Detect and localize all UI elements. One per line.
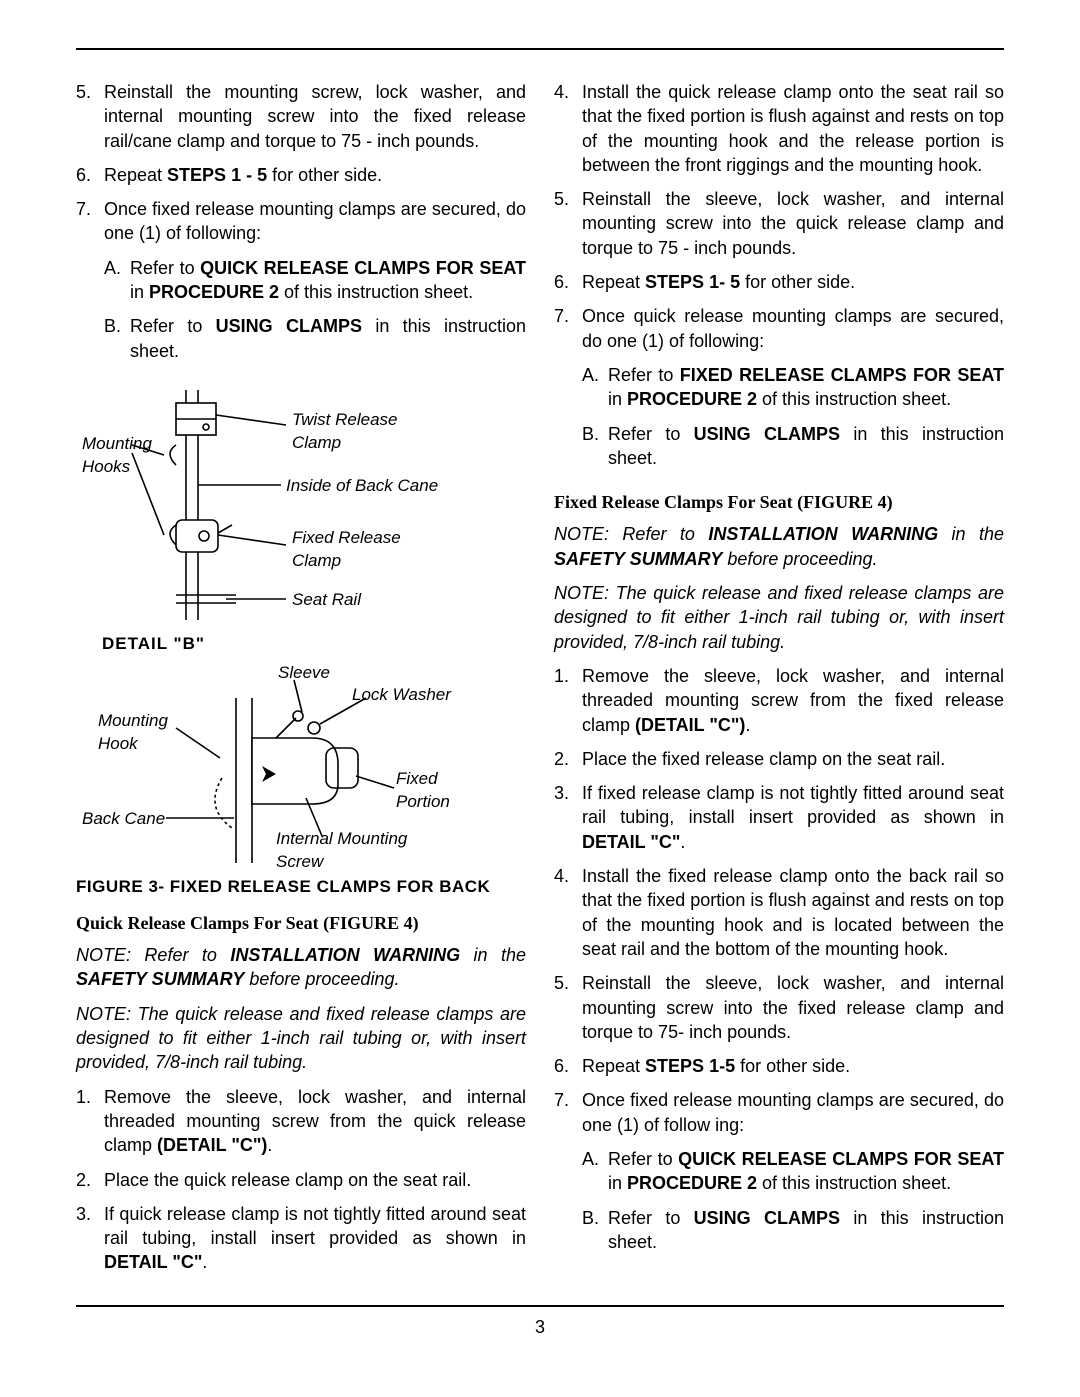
label-fixed-release: Fixed Release Clamp <box>292 527 401 573</box>
list-item: 1.Remove the sleeve, lock washer, and in… <box>76 1085 526 1158</box>
list-item: 4.Install the quick release clamp onto t… <box>554 80 1004 177</box>
list-item: B.Refer to USING CLAMPS in this instruct… <box>582 1206 1004 1255</box>
right-step-list-2: 1.Remove the sleeve, lock washer, and in… <box>554 664 1004 1264</box>
list-item: 7.Once fixed release mounting clamps are… <box>76 197 526 373</box>
two-column-layout: 5.Reinstall the mounting screw, lock was… <box>76 80 1004 1285</box>
list-item: B.Refer to USING CLAMPS in this instruct… <box>104 314 526 363</box>
left-note-1: NOTE: Refer to INSTALLATION WARNING in t… <box>76 943 526 992</box>
left-note-2: NOTE: The quick release and fixed releas… <box>76 1002 526 1075</box>
heading-quick-release-seat: Quick Release Clamps For Seat (FIGURE 4) <box>76 911 526 935</box>
detail-b-label: DETAIL "B" <box>102 633 526 656</box>
label-mounting-hook: Mounting Hook <box>98 710 168 756</box>
list-item: 3.If fixed release clamp is not tightly … <box>554 781 1004 854</box>
list-item: 3.If quick release clamp is not tightly … <box>76 1202 526 1275</box>
figure-3-bottom: Sleeve Lock Washer Mounting Hook Fixed P… <box>76 668 526 868</box>
list-item: 7.Once fixed release mounting clamps are… <box>554 1088 1004 1264</box>
list-item: 5.Reinstall the mounting screw, lock was… <box>76 80 526 153</box>
bottom-rule <box>76 1305 1004 1307</box>
label-mounting-hooks: Mounting Hooks <box>82 433 152 479</box>
list-item: 4.Install the fixed release clamp onto t… <box>554 864 1004 961</box>
list-item: 6.Repeat STEPS 1-5 for other side. <box>554 1054 1004 1078</box>
label-internal-screw: Internal Mounting Screw <box>276 828 407 874</box>
heading-fixed-release-seat: Fixed Release Clamps For Seat (FIGURE 4) <box>554 490 1004 514</box>
figure-3-caption: FIGURE 3- FIXED RELEASE CLAMPS FOR BACK <box>76 876 526 899</box>
left-step-list: 5.Reinstall the mounting screw, lock was… <box>76 80 526 373</box>
list-item: 6.Repeat STEPS 1- 5 for other side. <box>554 270 1004 294</box>
list-item: 2.Place the quick release clamp on the s… <box>76 1168 526 1192</box>
right-step-list: 4.Install the quick release clamp onto t… <box>554 80 1004 480</box>
list-item: A.Refer to FIXED RELEASE CLAMPS FOR SEAT… <box>582 363 1004 412</box>
list-item: 7.Once quick release mounting clamps are… <box>554 304 1004 480</box>
label-lock-washer: Lock Washer <box>352 684 451 707</box>
right-column: 4.Install the quick release clamp onto t… <box>554 80 1004 1285</box>
left-step-list-2: 1.Remove the sleeve, lock washer, and in… <box>76 1085 526 1275</box>
list-item: 1.Remove the sleeve, lock washer, and in… <box>554 664 1004 737</box>
list-item: A.Refer to QUICK RELEASE CLAMPS FOR SEAT… <box>582 1147 1004 1196</box>
label-twist-release: Twist Release Clamp <box>292 409 398 455</box>
label-fixed-portion: Fixed Portion <box>396 768 450 814</box>
right-note-1: NOTE: Refer to INSTALLATION WARNING in t… <box>554 522 1004 571</box>
list-item: 5.Reinstall the sleeve, lock washer, and… <box>554 187 1004 260</box>
list-item: 6.Repeat STEPS 1 - 5 for other side. <box>76 163 526 187</box>
list-item: A.Refer to QUICK RELEASE CLAMPS FOR SEAT… <box>104 256 526 305</box>
right-note-2: NOTE: The quick release and fixed releas… <box>554 581 1004 654</box>
label-sleeve: Sleeve <box>278 662 330 685</box>
label-back-cane: Back Cane <box>82 808 165 831</box>
list-item: B.Refer to USING CLAMPS in this instruct… <box>582 422 1004 471</box>
label-seat-rail: Seat Rail <box>292 589 361 612</box>
left-column: 5.Reinstall the mounting screw, lock was… <box>76 80 526 1285</box>
list-item: 5.Reinstall the sleeve, lock washer, and… <box>554 971 1004 1044</box>
figure-3-top: Mounting Hooks Twist Release Clamp Insid… <box>76 385 526 625</box>
page-number: 3 <box>76 1315 1004 1339</box>
list-item: 2.Place the fixed release clamp on the s… <box>554 747 1004 771</box>
top-rule <box>76 48 1004 50</box>
label-inside-back-cane: Inside of Back Cane <box>286 475 438 498</box>
